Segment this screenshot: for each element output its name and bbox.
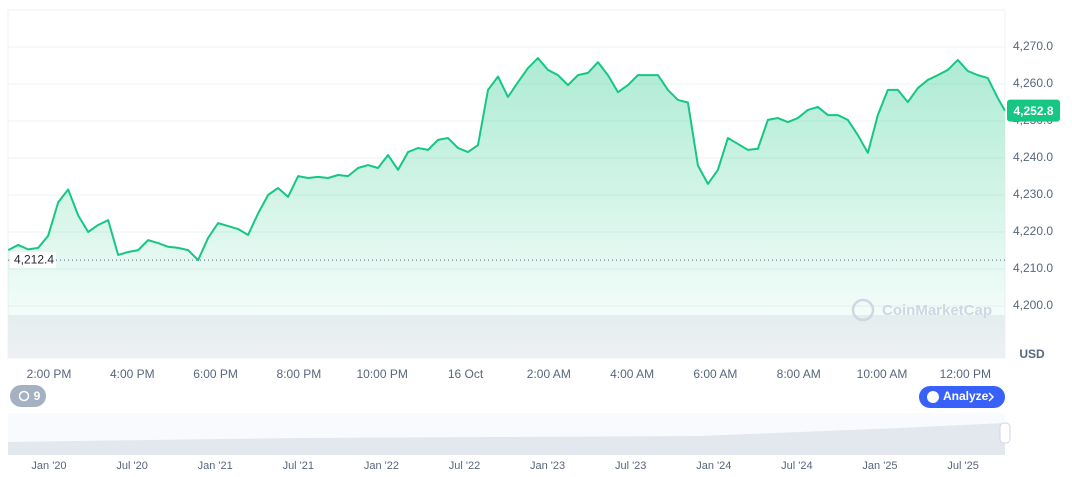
x-tick-label: 6:00 PM [193,367,238,381]
x-tick-label: 12:00 PM [940,367,991,381]
navigator-label: Jul '20 [116,460,147,472]
navigator-label: Jan '25 [862,460,897,472]
x-tick-label: 10:00 AM [857,367,908,381]
navigator-label: Jul '23 [615,460,646,472]
y-tick-label: 4,230.0 [1013,187,1053,201]
navigator-label: Jul '24 [781,460,812,472]
y-tick-label: 4,210.0 [1013,261,1053,275]
navigator-label: Jan '22 [364,460,399,472]
watermark-text: CoinMarketCap [882,302,992,319]
y-axis-label: USD [1019,347,1045,361]
navigator-label: Jan '21 [198,460,233,472]
reference-label: 4,212.4 [14,252,54,266]
x-tick-label: 16 Oct [448,367,484,381]
x-tick-label: 8:00 PM [277,367,322,381]
x-tick-label: 10:00 PM [357,367,408,381]
navigator-label: Jan '24 [696,460,731,472]
navigator-label: Jan '23 [530,460,565,472]
x-tick-label: 6:00 AM [693,367,737,381]
reference-label-bg [10,252,56,269]
y-tick-label: 4,200.0 [1013,298,1053,312]
analyze-bg[interactable] [919,386,1005,408]
badge-count: 9 [34,389,41,403]
x-tick-label: 2:00 PM [27,367,72,381]
analyze-icon [927,391,939,403]
price-area [8,58,1005,358]
x-tick-label: 2:00 AM [527,367,571,381]
indicator-badge[interactable]: 9 [10,385,46,407]
navigator-area [8,423,1005,455]
analyze-button[interactable]: Analyze [919,386,1005,408]
watermark-logo [851,298,875,322]
price-line [7,57,1006,262]
current-price-label: 4,252.8 [1013,104,1053,118]
badge-icon [18,390,30,402]
analyze-label[interactable]: Analyze [943,389,989,403]
x-tick-label: 4:00 AM [610,367,654,381]
navigator-label: Jul '22 [449,460,480,472]
y-tick-label: 4,270.0 [1013,39,1053,53]
navigator-label: Jul '21 [283,460,314,472]
current-price-badge [1007,99,1060,122]
navigator-label: Jan '20 [31,460,66,472]
navigator-handle[interactable] [999,422,1011,444]
watermark: CoinMarketCap [851,298,992,322]
analyze-chevron [988,392,995,402]
y-tick-label: 4,220.0 [1013,224,1053,238]
y-tick-label: 4,240.0 [1013,150,1053,164]
y-tick-label: 4,260.0 [1013,76,1053,90]
x-tick-label: 8:00 AM [777,367,821,381]
x-tick-label: 4:00 PM [110,367,155,381]
navigator-label: Jul '25 [947,460,978,472]
